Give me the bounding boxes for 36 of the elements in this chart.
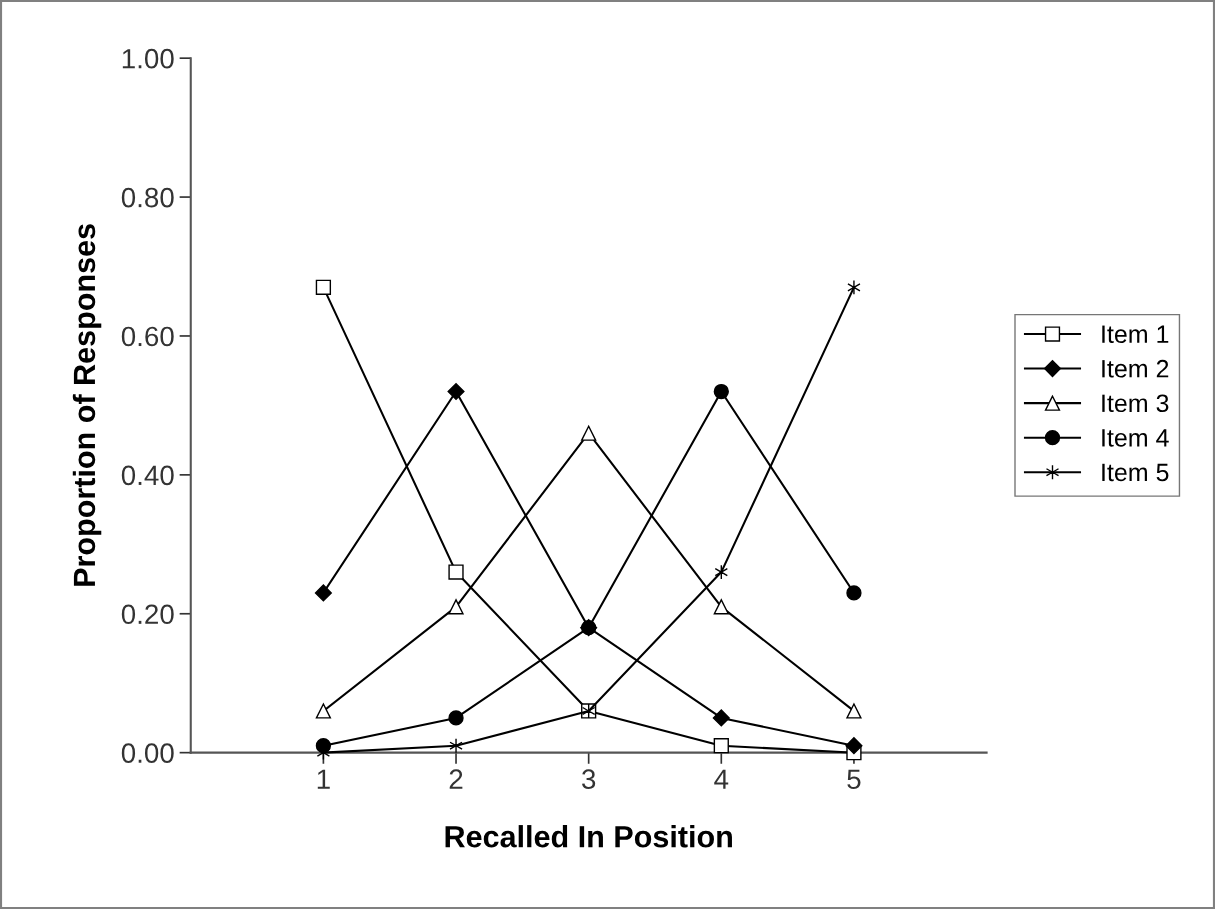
x-tick-label: 3	[582, 769, 596, 790]
point	[448, 710, 464, 726]
point	[447, 382, 465, 401]
point	[713, 599, 729, 615]
x-tick-label: 2	[449, 769, 463, 789]
x-tick-label: 4	[714, 769, 729, 789]
legend-label: Item 2	[1102, 359, 1169, 378]
y-tick-label: 0.20	[121, 604, 174, 625]
point	[847, 279, 861, 295]
point	[448, 564, 464, 580]
point	[315, 703, 332, 719]
point	[713, 383, 729, 400]
y-tick-label: 0.80	[121, 187, 174, 208]
y-tick-label: 1.00	[122, 48, 174, 69]
point	[314, 584, 332, 602]
point	[846, 703, 862, 719]
legend-label: Item 1	[1102, 325, 1169, 344]
legend-label: Item 5	[1102, 463, 1169, 482]
point	[845, 737, 863, 755]
y-tick-label: 0.40	[121, 465, 174, 486]
legend-label: Item 4	[1102, 429, 1169, 447]
point	[712, 709, 730, 727]
legend-label: Item 3	[1102, 394, 1169, 413]
point	[846, 585, 862, 601]
point	[315, 279, 332, 295]
y-axis-title: Proportion of Responses	[72, 224, 102, 586]
y-tick-label: 0.60	[121, 326, 174, 347]
point	[581, 425, 597, 441]
point	[449, 738, 463, 754]
y-tick-label: 0.00	[121, 743, 174, 763]
point	[581, 620, 597, 636]
x-axis-title: Recalled In Position	[445, 825, 732, 848]
x-tick-label: 5	[847, 769, 861, 790]
point	[448, 599, 464, 615]
x-tick-label: 1	[317, 769, 330, 789]
point	[713, 738, 729, 754]
